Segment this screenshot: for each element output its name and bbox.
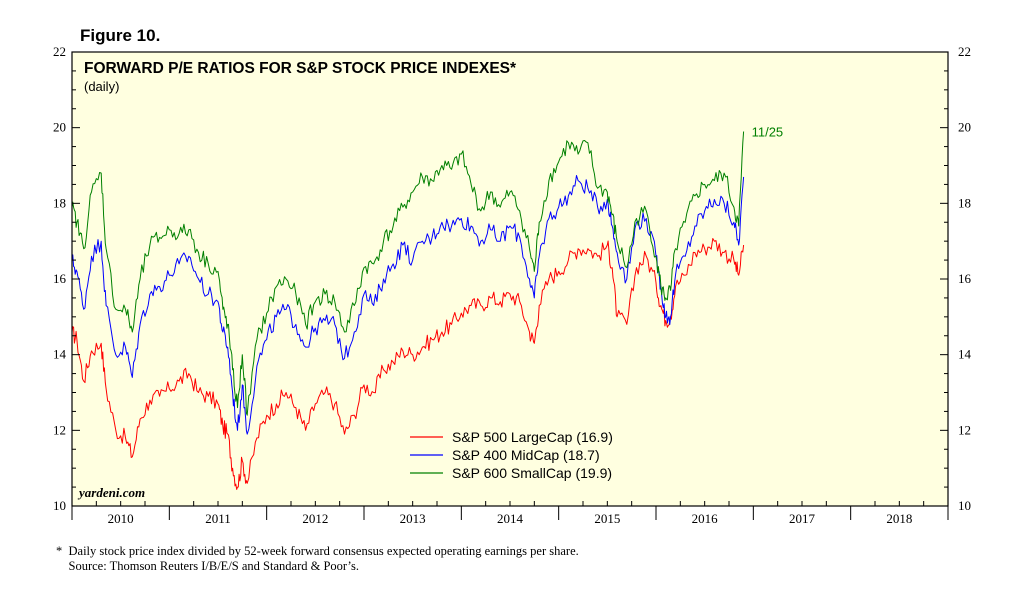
- x-tick-label: 2014: [497, 511, 524, 526]
- x-tick-label: 2010: [108, 511, 134, 526]
- y-tick-label-right: 12: [958, 422, 971, 437]
- y-tick-label-right: 20: [958, 120, 971, 135]
- end-date-label: 11/25: [752, 124, 784, 139]
- footnote-line-2: Source: Thomson Reuters I/B/E/S and Stan…: [56, 559, 360, 573]
- y-tick-label-right: 18: [958, 195, 971, 210]
- x-tick-label: 2011: [205, 511, 231, 526]
- x-tick-label: 2013: [400, 511, 426, 526]
- y-tick-label-right: 10: [958, 498, 971, 513]
- x-tick-label: 2017: [789, 511, 816, 526]
- x-tick-label: 2015: [594, 511, 620, 526]
- y-tick-label-left: 18: [53, 195, 66, 210]
- series-line-3: [71, 131, 745, 416]
- x-tick-label: 2012: [302, 511, 328, 526]
- legend-label-2: S&P 400 MidCap (18.7): [452, 447, 600, 463]
- y-tick-label-left: 20: [53, 120, 66, 135]
- legend-label-3: S&P 600 SmallCap (19.9): [452, 465, 612, 481]
- figure-label: Figure 10.: [80, 26, 160, 45]
- y-tick-label-left: 16: [53, 271, 67, 286]
- y-tick-label-left: 22: [53, 44, 66, 59]
- chart-subtitle: (daily): [84, 79, 119, 94]
- brand-watermark: yardeni.com: [77, 485, 145, 500]
- footnote-line-1: * Daily stock price index divided by 52-…: [56, 544, 579, 558]
- chart-title: FORWARD P/E RATIOS FOR S&P STOCK PRICE I…: [84, 60, 517, 77]
- y-tick-label-right: 14: [958, 347, 972, 362]
- plot-area: [72, 52, 948, 506]
- y-tick-label-left: 12: [53, 422, 66, 437]
- y-tick-label-right: 22: [958, 44, 971, 59]
- series-line-2: [71, 175, 745, 435]
- x-tick-label: 2018: [886, 511, 912, 526]
- x-tick-label: 2016: [692, 511, 719, 526]
- legend: S&P 500 LargeCap (16.9) S&P 400 MidCap (1…: [410, 429, 613, 481]
- series-line-1: [71, 238, 745, 490]
- y-tick-label-left: 14: [53, 347, 67, 362]
- y-tick-label-right: 16: [958, 271, 972, 286]
- legend-label-1: S&P 500 LargeCap (16.9): [452, 429, 613, 445]
- y-tick-label-left: 10: [53, 498, 66, 513]
